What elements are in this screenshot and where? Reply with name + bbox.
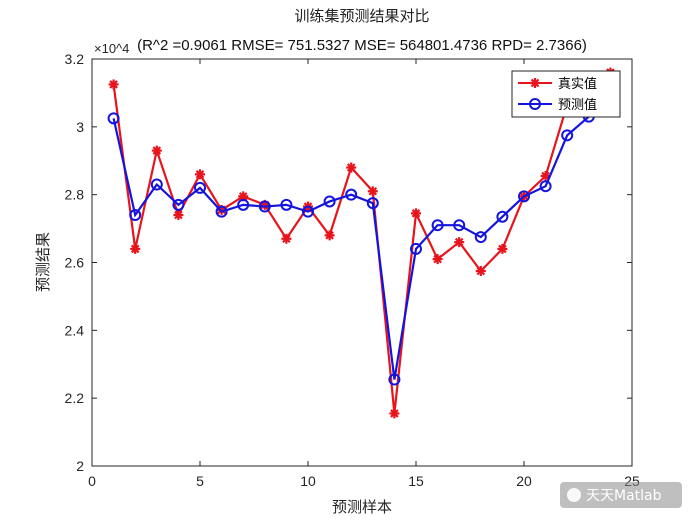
data-point-real — [389, 408, 400, 419]
data-point-real — [173, 210, 184, 221]
data-point-pred — [453, 219, 466, 232]
data-point-pred — [474, 231, 487, 244]
legend-box — [511, 70, 621, 118]
data-point-pred — [496, 210, 509, 223]
y-tick-label: 2.2 — [65, 390, 85, 406]
data-point-pred — [388, 373, 401, 386]
data-point-real — [411, 208, 421, 219]
y-tick-label: 2.4 — [65, 322, 85, 338]
data-point-pred — [431, 219, 444, 232]
x-tick-label: 15 — [408, 473, 424, 489]
data-point-real — [367, 186, 378, 197]
data-point-pred — [280, 198, 293, 211]
data-point-pred — [410, 242, 422, 255]
y-tick-label: 2 — [76, 458, 84, 474]
legend-marker-pred — [529, 98, 541, 110]
legend-asterisk — [530, 78, 540, 88]
x-tick-label: 5 — [196, 473, 204, 489]
data-point-real — [540, 171, 551, 182]
legend-label-real: 真实值 — [558, 76, 597, 92]
chart-subtitle: (R^2 =0.9061 RMSE= 751.5327 MSE= 564801.… — [137, 37, 587, 54]
data-point-pred — [215, 205, 228, 218]
watermark: 天天Matlab — [560, 482, 682, 508]
data-point-pred — [150, 178, 163, 191]
data-point-real — [151, 145, 162, 156]
watermark-bg — [560, 482, 682, 508]
data-point-real — [130, 243, 141, 254]
data-point-pred — [518, 190, 530, 203]
data-point-real — [195, 169, 205, 180]
y-exponent-label: ×10^4 — [94, 41, 129, 56]
y-tick-label: 3 — [76, 119, 84, 135]
data-point-pred — [107, 112, 120, 125]
legend-marker-real — [530, 78, 540, 88]
data-point-pred — [129, 209, 142, 222]
x-tick-label: 10 — [300, 473, 316, 489]
data-point-pred — [258, 200, 271, 213]
data-point-real — [454, 237, 465, 248]
plot-area — [91, 58, 633, 467]
data-point-pred — [237, 198, 250, 211]
watermark-label: 天天Matlab — [586, 488, 662, 504]
x-tick-label: 0 — [88, 473, 96, 489]
data-point-real — [346, 162, 357, 173]
y-tick-label: 2.8 — [65, 187, 85, 203]
data-point-pred — [539, 180, 552, 193]
data-point-pred — [194, 181, 206, 194]
data-point-pred — [366, 197, 379, 210]
x-axis-label: 预测样本 — [332, 498, 392, 516]
data-point-pred — [345, 188, 358, 201]
data-point-real — [281, 233, 292, 244]
legend: 真实值 预测值 — [511, 70, 621, 118]
y-tick-label: 2.6 — [65, 255, 85, 271]
data-point-real — [432, 254, 443, 265]
data-point-pred — [323, 195, 336, 208]
data-point-pred — [172, 198, 185, 211]
data-point-pred — [302, 205, 314, 218]
data-point-real — [108, 79, 119, 90]
y-tick-label: 3.2 — [65, 51, 85, 67]
data-point-pred — [561, 129, 574, 142]
chart-title: 训练集预测结果对比 — [294, 7, 429, 25]
wechat-icon — [567, 488, 581, 502]
data-point-real — [324, 230, 335, 241]
data-point-real — [497, 243, 508, 254]
data-point-real — [475, 265, 486, 276]
x-tick-label: 20 — [516, 473, 532, 489]
y-axis-label: 预测结果 — [34, 232, 52, 292]
legend-label-pred: 预测值 — [558, 97, 597, 113]
